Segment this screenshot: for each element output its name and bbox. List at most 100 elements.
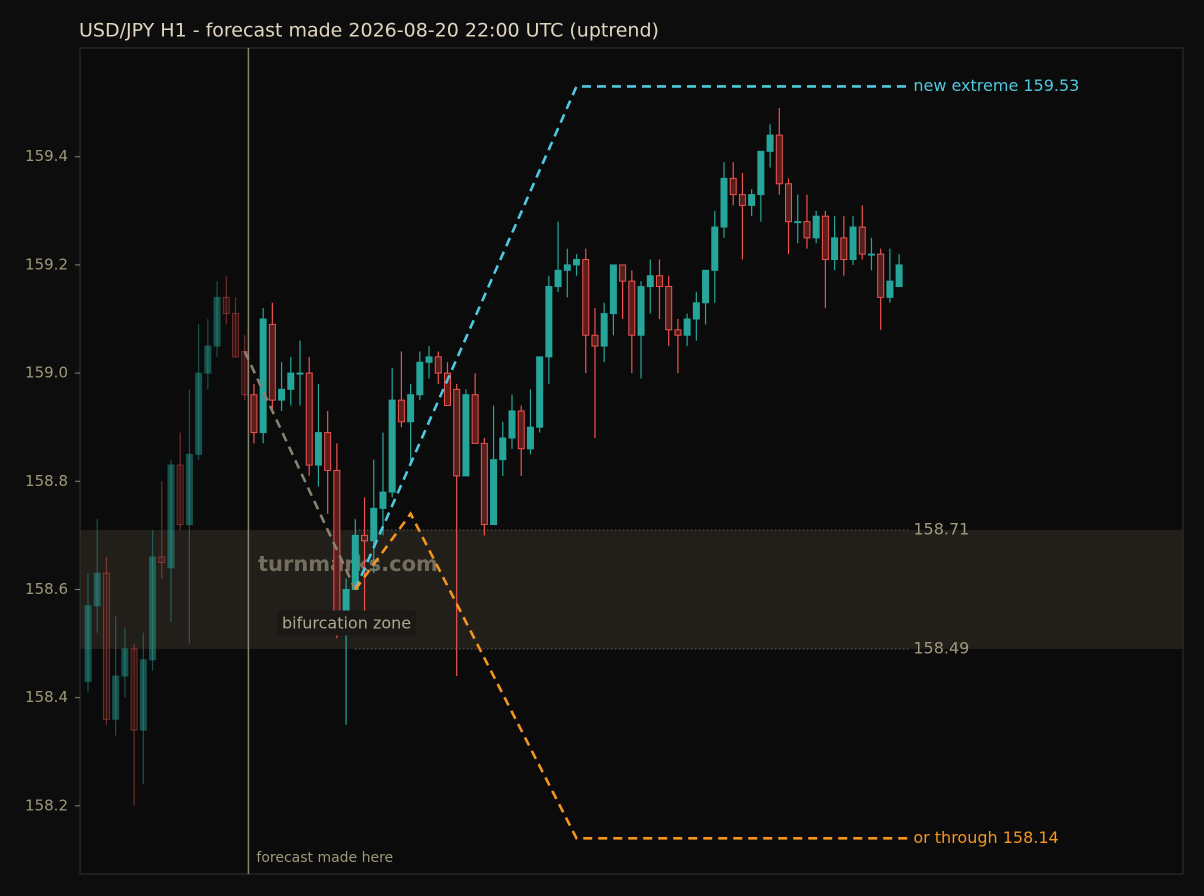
- candle-body: [554, 269, 562, 288]
- forecast-path: [243, 350, 357, 591]
- candle-body: [416, 361, 424, 396]
- candle-body: [407, 394, 415, 423]
- candle-body: [296, 372, 304, 375]
- candle-body: [176, 464, 184, 526]
- candle-body: [508, 410, 516, 439]
- candle-body: [674, 329, 682, 336]
- candle-body: [591, 334, 599, 347]
- candle-body: [563, 264, 571, 271]
- candle-body: [453, 388, 461, 477]
- candle-body: [462, 394, 470, 477]
- y-tick-label: 158.4: [25, 688, 68, 706]
- candle-body: [812, 215, 820, 239]
- candle-body: [785, 183, 793, 223]
- candle-body: [609, 264, 617, 315]
- y-tick-label: 158.2: [25, 796, 68, 814]
- zone: [80, 529, 1183, 649]
- candle-body: [821, 215, 829, 261]
- candle-body: [858, 226, 866, 255]
- candle-body: [499, 437, 507, 461]
- level-label: 158.49: [913, 638, 969, 657]
- candle-body: [222, 296, 230, 315]
- candle-body: [102, 572, 110, 720]
- path-label: or through 158.14: [913, 828, 1058, 847]
- candle-body: [692, 302, 700, 320]
- candle-body: [278, 388, 286, 401]
- candle-body: [112, 675, 120, 720]
- path-label: new extreme 159.53: [913, 76, 1079, 95]
- candle-body: [655, 275, 663, 288]
- y-tick-label: 158.6: [25, 580, 68, 598]
- candle-body: [425, 356, 433, 363]
- y-tick-label: 159.4: [25, 147, 68, 165]
- candle-body: [831, 237, 839, 261]
- candle-body: [840, 237, 848, 261]
- candle-body: [185, 453, 193, 526]
- candle-body: [93, 572, 101, 607]
- candle-body: [849, 226, 857, 261]
- candle-body: [748, 194, 756, 206]
- candle-body: [158, 556, 166, 563]
- candle-body: [139, 659, 147, 731]
- candle-body: [397, 399, 405, 423]
- candle-body: [268, 323, 276, 401]
- forecast-path: [354, 511, 909, 840]
- candle-body: [443, 372, 451, 407]
- candle-body: [361, 534, 369, 542]
- candle-body: [600, 313, 608, 347]
- candle-body: [287, 372, 295, 390]
- candle-body: [130, 648, 138, 731]
- level-label: 158.71: [913, 519, 969, 538]
- candle-body: [545, 286, 553, 358]
- candle-body: [711, 226, 719, 271]
- candle-body: [702, 269, 710, 304]
- zone-label-bg: [277, 610, 417, 636]
- candle-body: [84, 605, 92, 682]
- candle-body: [370, 507, 378, 542]
- y-tick-label: 159.2: [25, 255, 68, 273]
- candle-body: [379, 491, 387, 509]
- chart-title: USD/JPY H1 - forecast made 2026-08-20 22…: [79, 20, 659, 42]
- forecast-path: [354, 85, 909, 590]
- zone-label: bifurcation zone: [282, 614, 411, 633]
- candle-body: [766, 134, 774, 152]
- candle-body: [867, 253, 875, 256]
- candle-body: [250, 394, 258, 434]
- candle-body: [886, 280, 894, 298]
- candle-body: [195, 372, 203, 455]
- candle-body: [536, 356, 544, 428]
- candle-body: [665, 286, 673, 331]
- candle-body: [582, 259, 590, 336]
- candle-body: [757, 150, 765, 196]
- candle-body: [619, 264, 627, 282]
- candle-body: [471, 394, 479, 444]
- forecast-label: forecast made here: [256, 850, 393, 866]
- candle-body: [231, 313, 239, 358]
- y-tick-label: 158.8: [25, 472, 68, 490]
- candle-body: [490, 459, 498, 526]
- candle-body: [526, 426, 534, 450]
- candle-body: [388, 399, 396, 493]
- candle-body: [121, 648, 129, 677]
- candle-body: [637, 286, 645, 336]
- candle-body: [259, 318, 267, 434]
- candle-body: [149, 556, 157, 661]
- candle-body: [314, 432, 322, 466]
- candle-body: [877, 253, 885, 298]
- candle-body: [324, 432, 332, 471]
- candle-body: [794, 221, 802, 224]
- candle-body: [517, 410, 525, 450]
- candle-body: [803, 221, 811, 239]
- candle-body: [646, 275, 654, 288]
- candle-body: [729, 177, 737, 196]
- candle-body: [720, 177, 728, 228]
- candle-body: [775, 134, 783, 185]
- candle-body: [738, 194, 746, 206]
- candle-body: [434, 356, 442, 374]
- candle-body: [167, 464, 175, 569]
- plot-area: [79, 47, 1184, 875]
- candle-body: [480, 442, 488, 526]
- candle-body: [305, 372, 313, 466]
